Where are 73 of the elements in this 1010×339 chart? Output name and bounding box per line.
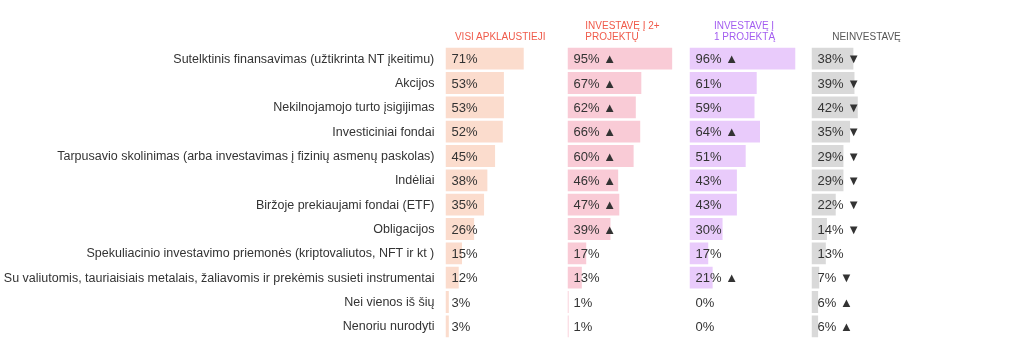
y-tick-label: Tarpusavio skolinimas (arba investavimas į fizinių asmenų paskolas)	[57, 149, 435, 163]
data-label: 12%	[451, 270, 478, 286]
data-label: 61%	[695, 75, 722, 91]
data-label: 39% ▲	[573, 221, 616, 237]
data-label: 43%	[695, 172, 722, 188]
data-label: 60% ▲	[573, 148, 616, 164]
data-label: 47% ▲	[573, 197, 616, 213]
data-label: 29% ▼	[817, 148, 860, 164]
y-tick-label: Indėliai	[394, 173, 435, 188]
data-label: 17%	[695, 245, 722, 261]
data-label: 52%	[451, 124, 478, 140]
data-label: 1%	[573, 318, 593, 334]
data-label: 29% ▼	[817, 172, 860, 188]
chart-title: NEINVESTAVĘ	[832, 30, 902, 42]
data-label: 6% ▲	[817, 318, 853, 334]
y-tick-label: Nenoriu nurodyti	[342, 319, 435, 334]
y-tick-label: Nei vienos iš šių	[344, 295, 435, 309]
data-label: 35% ▼	[817, 124, 860, 140]
data-label: 7% ▼	[817, 270, 853, 286]
bar	[689, 72, 757, 94]
data-label: 35%	[451, 197, 478, 213]
bar	[689, 47, 796, 70]
chart-title: INVESTAVĘ Į 2+ PROJEKTŲ	[585, 19, 660, 42]
data-label: 3%	[451, 318, 471, 334]
data-label: 15%	[451, 245, 478, 261]
data-label: 1%	[573, 294, 593, 310]
bar	[811, 315, 819, 338]
y-tick-label: Biržoje prekiaujami fondai (ETF)	[255, 197, 435, 212]
y-tick-label: Akcijos	[394, 76, 435, 90]
data-label: 67% ▲	[573, 75, 616, 91]
data-label: 38% ▼	[817, 51, 860, 67]
data-label: 66% ▲	[573, 124, 616, 140]
data-label: 38%	[451, 172, 478, 188]
data-label: 42% ▼	[817, 99, 860, 115]
data-label: 17%	[573, 245, 600, 261]
data-label: 51%	[695, 148, 722, 164]
y-tick-label: Investiciniai fondai	[332, 124, 435, 139]
data-label: 21% ▲	[695, 270, 738, 286]
y-tick-label: Spekuliacinio investavimo priemonės (kriptovaliutos, NFT ir kt )	[86, 246, 435, 261]
data-label: 0%	[695, 318, 715, 334]
data-label: 0%	[695, 294, 715, 310]
data-label: 22% ▼	[817, 197, 860, 213]
data-label: 96% ▲	[695, 51, 738, 67]
data-label: 26%	[451, 221, 478, 237]
data-label: 3%	[451, 294, 471, 310]
y-tick-label: Obligacijos	[373, 222, 435, 236]
data-label: 95% ▲	[573, 51, 616, 67]
y-tick-label: Nekilnojamojo turto įsigijimas	[273, 100, 435, 115]
bar	[445, 47, 524, 70]
data-label: 64% ▲	[695, 124, 738, 140]
bar	[811, 266, 820, 289]
data-label: 45%	[451, 148, 478, 164]
y-tick-label: Sutelktinis finansavimas (užtikrinta NT įkeitimu)	[173, 51, 435, 66]
bar	[811, 291, 819, 313]
y-tick-label: Su valiutomis, tauriaisiais metalais, žaliavomis ir prekėmis susieti instrumentai	[3, 270, 435, 285]
data-label: 62% ▲	[573, 99, 616, 115]
data-label: 46% ▲	[573, 172, 616, 188]
data-label: 30%	[695, 221, 722, 237]
data-label: 14% ▼	[817, 221, 860, 237]
data-label: 13%	[817, 245, 844, 261]
chart-title: VISI APKLAUSTIEJI	[454, 30, 546, 42]
data-label: 6% ▲	[817, 294, 853, 310]
data-label: 71%	[451, 51, 478, 67]
data-label: 43%	[695, 197, 722, 213]
data-label: 53%	[451, 75, 478, 91]
bar	[445, 315, 449, 338]
data-label: 59%	[695, 99, 722, 115]
data-label: 39% ▼	[817, 75, 860, 91]
bar	[567, 47, 673, 70]
data-label: 53%	[451, 99, 478, 115]
data-label: 13%	[573, 270, 600, 286]
chart-title: INVESTAVĘ Į 1 PROJEKTĄ	[713, 19, 776, 42]
bar	[445, 291, 449, 313]
